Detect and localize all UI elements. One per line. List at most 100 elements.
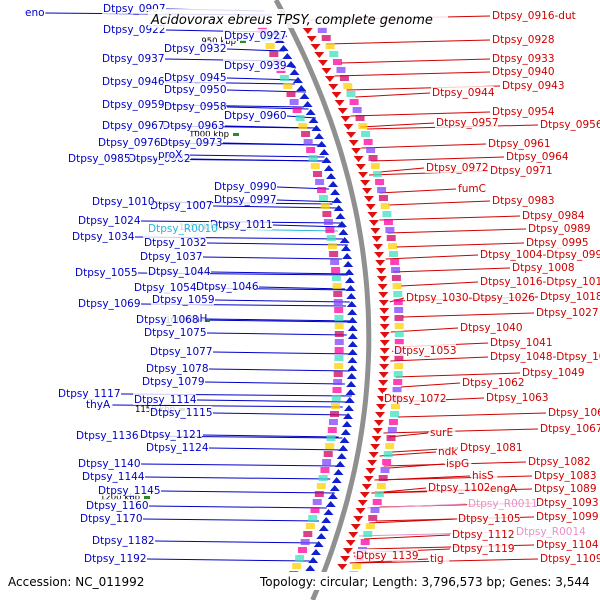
gene-label[interactable]: Dtpsy_0957 bbox=[436, 117, 499, 129]
gene-label[interactable]: Dtpsy_1034 bbox=[72, 231, 135, 243]
gene-label[interactable]: eno bbox=[25, 7, 45, 19]
gene-label[interactable]: Dtpsy_1062 bbox=[462, 377, 525, 389]
gene-label[interactable]: Dtpsy_1105 bbox=[458, 513, 521, 525]
gene-label[interactable]: ndk bbox=[438, 446, 458, 458]
gene-label[interactable]: Dtpsy_0989 bbox=[528, 223, 591, 235]
gene-label[interactable]: Dtpsy_0984 bbox=[522, 210, 585, 222]
gene-label[interactable]: Dtpsy_1008 bbox=[512, 262, 575, 274]
gene-label[interactable]: engA bbox=[490, 483, 518, 495]
gene-label[interactable]: Dtpsy_1079 bbox=[142, 376, 205, 388]
gene-label[interactable]: Dtpsy_1117 bbox=[58, 388, 121, 400]
gene-label[interactable]: Dtpsy_0928 bbox=[492, 34, 555, 46]
gene-label[interactable]: Dtpsy_1078 bbox=[146, 363, 209, 375]
gene-label[interactable]: Dtpsy_1048-Dtpsy_1042 bbox=[490, 351, 600, 363]
gene-label[interactable]: Dtpsy_1145 bbox=[98, 485, 161, 497]
gene-label[interactable]: Dtpsy_0995 bbox=[526, 237, 589, 249]
gene-label[interactable]: Dtpsy_1041 bbox=[490, 337, 553, 349]
gene-label[interactable]: Dtpsy_0971 bbox=[490, 165, 553, 177]
gene-label[interactable]: Dtpsy_1032 bbox=[144, 237, 207, 249]
gene-label[interactable]: Dtpsy_1093 bbox=[536, 497, 599, 509]
gene-label[interactable]: Dtpsy_0976 bbox=[98, 137, 161, 149]
gene-label[interactable]: Dtpsy_1124 bbox=[146, 442, 209, 454]
gene-label[interactable]: Dtpsy_0932 bbox=[164, 43, 227, 55]
gene-label[interactable]: Dtpsy_0954 bbox=[492, 106, 555, 118]
gene-label[interactable]: Dtpsy_0946 bbox=[102, 76, 165, 88]
gene-label[interactable]: Dtpsy_0945 bbox=[164, 72, 227, 84]
gene-label[interactable]: Dtpsy_1160 bbox=[86, 500, 149, 512]
gene-label[interactable]: Dtpsy_0927 bbox=[224, 30, 287, 42]
gene-label[interactable]: Dtpsy_1082 bbox=[528, 456, 591, 468]
gene-label[interactable]: proX bbox=[158, 149, 182, 161]
gene-label[interactable]: Dtpsy_1054 bbox=[134, 282, 197, 294]
gene-label[interactable]: Dtpsy_1024 bbox=[78, 215, 141, 227]
gene-label[interactable]: Dtpsy_1099 bbox=[536, 511, 599, 523]
gene-label[interactable]: Dtpsy_1170 bbox=[80, 513, 143, 525]
gene-label[interactable]: Dtpsy_0940 bbox=[492, 66, 555, 78]
gene-label[interactable]: Dtpsy_1114 bbox=[134, 394, 197, 406]
gene-label[interactable]: Dtpsy_1067 bbox=[540, 423, 600, 435]
gene-label[interactable]: Dtpsy_1069 bbox=[78, 298, 141, 310]
gene-label[interactable]: Dtpsy_1109 bbox=[540, 553, 600, 565]
gene-label[interactable]: Dtpsy_1040 bbox=[460, 322, 523, 334]
gene-label[interactable]: Dtpsy_0990 bbox=[214, 181, 277, 193]
gene-label[interactable]: Dtpsy_0950 bbox=[164, 84, 227, 96]
gene-label[interactable]: ispG bbox=[446, 458, 469, 470]
gene-label[interactable]: Dtpsy_1063 bbox=[486, 392, 549, 404]
gene-label[interactable]: Dtpsy_1044 bbox=[148, 266, 211, 278]
gene-label[interactable]: Dtpsy_1081 bbox=[460, 442, 523, 454]
gene-label[interactable]: Dtpsy_0960 bbox=[224, 110, 287, 122]
gene-label[interactable]: Dtpsy_0972 bbox=[426, 162, 489, 174]
gene-label[interactable]: Dtpsy_1046 bbox=[196, 281, 259, 293]
gene-label[interactable]: fumC bbox=[458, 183, 486, 195]
gene-label[interactable]: Dtpsy_0939 bbox=[224, 60, 287, 72]
gene-label[interactable]: surE bbox=[430, 427, 453, 439]
gene-label[interactable]: Dtpsy_0997 bbox=[214, 194, 277, 206]
gene-label[interactable]: Dtpsy_0983 bbox=[492, 195, 555, 207]
gene-label[interactable]: Dtpsy_0985 bbox=[68, 153, 131, 165]
gene-label[interactable]: Dtpsy_1119 bbox=[452, 543, 515, 555]
gene-label[interactable]: tig bbox=[430, 553, 444, 565]
gene-label[interactable]: Dtpsy_0933 bbox=[492, 53, 555, 65]
gene-label[interactable]: Dtpsy_R0011 bbox=[468, 498, 538, 510]
gene-label[interactable]: Dtpsy_0937 bbox=[102, 53, 165, 65]
gene-label[interactable]: Dtpsy_0959 bbox=[102, 99, 165, 111]
gene-label[interactable]: Dtpsy_1059 bbox=[152, 294, 215, 306]
gene-label[interactable]: Dtpsy_0958 bbox=[164, 101, 227, 113]
gene-label[interactable]: Dtpsy_1104 bbox=[536, 539, 599, 551]
gene-label[interactable]: Dtpsy_1068 bbox=[136, 314, 199, 326]
gene-label[interactable]: Dtpsy_1139 bbox=[356, 550, 419, 562]
gene-label[interactable]: Dtpsy_1027 bbox=[536, 307, 599, 319]
gene-label[interactable]: Dtpsy_0973 bbox=[160, 137, 223, 149]
gene-label[interactable]: Dtpsy_0944 bbox=[432, 87, 495, 99]
gene-label[interactable]: Dtpsy_1007 bbox=[150, 200, 213, 212]
gene-label[interactable]: Dtpsy_1075 bbox=[144, 327, 207, 339]
gene-label[interactable]: Dtpsy_1102 bbox=[428, 482, 491, 494]
gene-label[interactable]: Dtpsy_1049 bbox=[522, 367, 585, 379]
gene-label[interactable]: Dtpsy_R0014 bbox=[516, 526, 586, 538]
gene-label[interactable]: Dtpsy_1089 bbox=[534, 483, 597, 495]
gene-label[interactable]: Dtpsy_1136 bbox=[76, 430, 139, 442]
gene-label[interactable]: Dtpsy_1030-Dtpsy_1026 bbox=[406, 292, 535, 304]
gene-label[interactable]: Dtpsy_1077 bbox=[150, 346, 213, 358]
gene-label[interactable]: Dtpsy_0961 bbox=[488, 138, 551, 150]
gene-label[interactable]: Dtpsy_1055 bbox=[75, 267, 138, 279]
gene-label[interactable]: Dtpsy_1182 bbox=[92, 535, 155, 547]
gene-label[interactable]: Dtpsy_1010 bbox=[92, 196, 155, 208]
gene-label[interactable]: Dtpsy_1144 bbox=[82, 471, 145, 483]
gene-label[interactable]: Dtpsy_1192 bbox=[84, 553, 147, 565]
gene-label[interactable]: Dtpsy_1053 bbox=[394, 345, 457, 357]
gene-label[interactable]: thyA bbox=[86, 399, 111, 411]
gene-label[interactable]: hisS bbox=[472, 470, 494, 482]
gene-label[interactable]: Dtpsy_0956 bbox=[540, 119, 600, 131]
gene-label[interactable]: Dtpsy_0916-dut bbox=[492, 10, 576, 22]
gene-label[interactable]: Dtpsy_0963 bbox=[162, 120, 225, 132]
gene-label[interactable]: Dtpsy_R0010 bbox=[148, 223, 218, 235]
gene-label[interactable]: Dtpsy_1065 bbox=[548, 407, 600, 419]
gene-label[interactable]: Dtpsy_0967 bbox=[102, 120, 165, 132]
gene-label[interactable]: Dtpsy_1016-Dtpsy_1012 bbox=[480, 276, 600, 288]
gene-label[interactable]: Dtpsy_1112 bbox=[452, 529, 515, 541]
gene-label[interactable]: Dtpsy_1121 bbox=[140, 429, 203, 441]
gene-label[interactable]: Dtpsy_1004-Dtpsy_0999 bbox=[480, 249, 600, 261]
gene-label[interactable]: Dtpsy_0964 bbox=[506, 151, 569, 163]
gene-label[interactable]: Dtpsy_1083 bbox=[534, 470, 597, 482]
